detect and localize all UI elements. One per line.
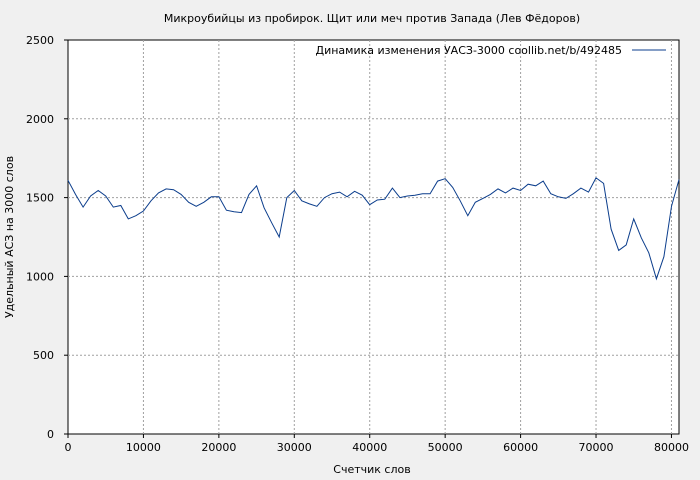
y-tick-label: 1000	[26, 270, 54, 283]
x-tick-label: 30000	[277, 441, 312, 454]
plot-area	[67, 39, 680, 435]
x-tick-label: 0	[65, 441, 72, 454]
y-axis-ticks: 0 500 1000 1500 2000 2500	[26, 34, 68, 441]
series-line	[67, 177, 680, 281]
y-tick-label: 2500	[26, 34, 54, 47]
x-tick-label: 70000	[579, 441, 614, 454]
legend-label: Динамика изменения УАСЗ-3000 coollib.net…	[316, 44, 623, 57]
x-axis-ticks: 0 10000 20000 30000 40000 50000 60000 70000 8000…	[65, 434, 689, 454]
legend: Динамика изменения УАСЗ-3000 coollib.net…	[316, 44, 666, 57]
x-tick-label: 20000	[201, 441, 236, 454]
gridlines	[68, 40, 679, 434]
x-tick-label: 10000	[126, 441, 161, 454]
series-group	[67, 177, 680, 281]
y-tick-label: 0	[47, 428, 54, 441]
x-axis-label: Счетчик слов	[333, 463, 410, 476]
x-tick-label: 80000	[654, 441, 689, 454]
y-tick-label: 1500	[26, 192, 54, 205]
y-tick-label: 500	[33, 349, 54, 362]
y-tick-label: 2000	[26, 113, 54, 126]
y-axis-label: Удельный АСЗ на 3000 слов	[3, 156, 16, 318]
x-tick-label: 60000	[503, 441, 538, 454]
x-tick-label: 50000	[428, 441, 463, 454]
chart-title: Микроубийцы из пробирок. Щит или меч про…	[164, 12, 580, 25]
x-tick-label: 40000	[352, 441, 387, 454]
